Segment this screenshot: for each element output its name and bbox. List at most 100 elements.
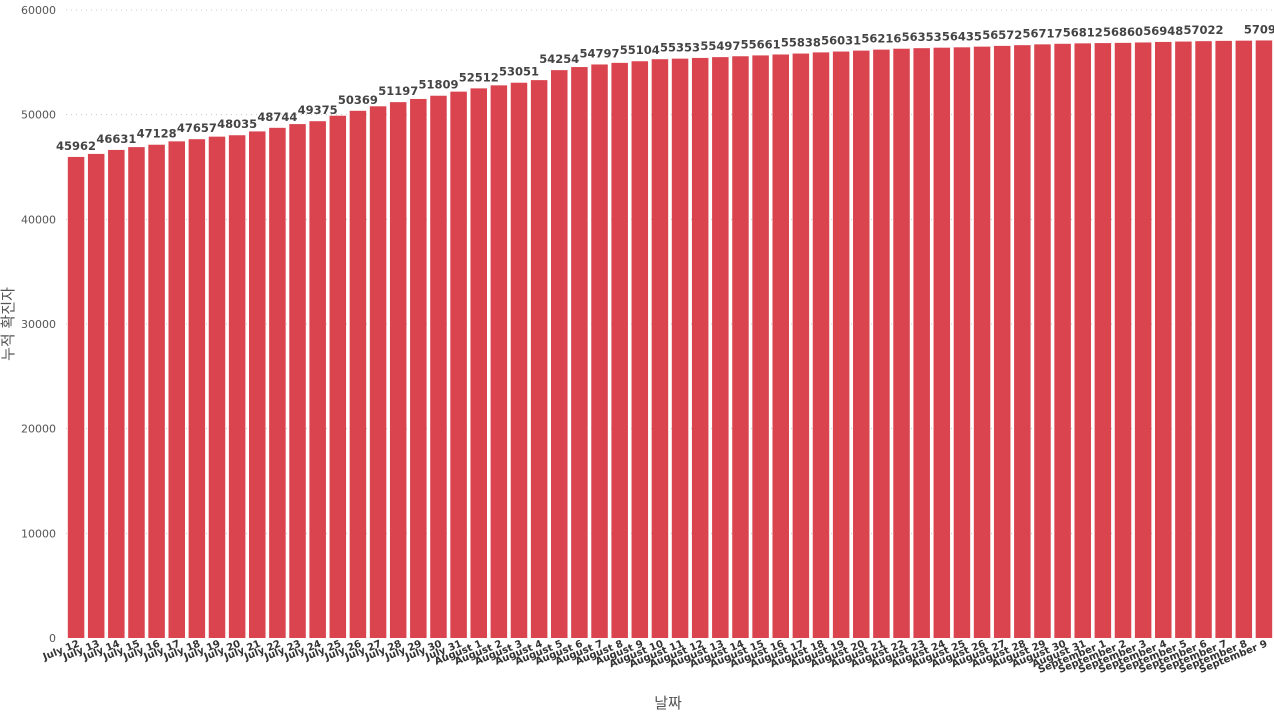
bar (953, 47, 971, 639)
data-label: 50369 (338, 93, 378, 107)
bar (792, 53, 810, 639)
y-tick-label: 10000 (21, 527, 56, 540)
bar (228, 135, 246, 638)
y-tick-label: 0 (49, 632, 56, 645)
bar (1014, 45, 1031, 639)
data-label: 56572 (982, 28, 1022, 42)
y-tick-label: 30000 (21, 318, 56, 331)
data-label: 52512 (459, 70, 499, 84)
bar (1094, 43, 1112, 639)
data-label: 55838 (781, 36, 821, 50)
bar (1175, 41, 1192, 638)
data-label: 55497 (700, 39, 740, 53)
bar (671, 58, 689, 638)
bar (993, 45, 1011, 638)
bar (470, 88, 487, 639)
bar (530, 80, 548, 639)
data-label: 51809 (418, 78, 458, 92)
bar (148, 144, 165, 638)
bar (349, 110, 367, 639)
bar (611, 62, 628, 638)
bar (772, 54, 789, 638)
bar (269, 127, 286, 638)
bar (853, 50, 870, 639)
bar (249, 131, 266, 638)
bar (128, 147, 145, 638)
data-label: 55353 (660, 41, 700, 55)
bar (591, 64, 608, 638)
bar (651, 59, 669, 638)
y-tick-label: 40000 (21, 213, 56, 226)
bar (913, 48, 930, 638)
bar (1034, 44, 1051, 639)
data-label: 56812 (1063, 25, 1103, 39)
data-label: 54797 (580, 46, 620, 60)
bar (188, 139, 206, 638)
data-label: 56216 (861, 32, 901, 46)
bar (933, 47, 951, 639)
data-label: 47657 (177, 121, 217, 135)
bar (571, 67, 588, 638)
data-label: 56948 (1143, 24, 1183, 38)
data-label: 55661 (741, 37, 781, 51)
bar (1235, 40, 1253, 638)
bar (208, 136, 226, 638)
bar (732, 56, 749, 638)
data-label: 51197 (378, 84, 418, 98)
bar (832, 51, 850, 639)
bar (1255, 40, 1273, 639)
data-label: 47128 (137, 127, 177, 141)
y-tick-label: 20000 (21, 423, 56, 436)
bar (551, 70, 568, 638)
data-label: 49375 (298, 103, 338, 117)
bar (973, 46, 991, 638)
bar (1114, 42, 1132, 638)
bar (309, 121, 326, 639)
data-label: 55104 (620, 43, 660, 57)
data-label: 46631 (96, 132, 136, 146)
bar (1074, 43, 1091, 638)
bar (510, 82, 528, 639)
bar (1195, 41, 1212, 638)
bar (369, 106, 387, 638)
data-label: 56031 (821, 34, 861, 48)
bar (490, 85, 508, 639)
bar (329, 115, 347, 639)
y-tick-label: 60000 (21, 4, 56, 17)
x-axis-title: 날짜 (654, 694, 682, 712)
bar (712, 57, 729, 638)
bar (450, 91, 467, 638)
bar (812, 52, 830, 638)
data-label: 45962 (56, 139, 96, 153)
bar (430, 95, 447, 638)
data-label: 54254 (539, 52, 579, 66)
bar (873, 49, 890, 639)
bar (389, 102, 407, 639)
data-label: 56717 (1022, 26, 1062, 40)
bar (1134, 42, 1152, 639)
bar (87, 153, 105, 638)
y-axis-title: 누적 확진자 (0, 287, 17, 361)
data-label: 57022 (1184, 23, 1224, 37)
gridlines (66, 9, 1274, 534)
bar (893, 48, 910, 638)
data-label: 53051 (499, 65, 539, 79)
y-tick-label: 50000 (21, 109, 56, 122)
data-label: 56860 (1103, 25, 1143, 39)
bar (67, 156, 85, 638)
bar (108, 149, 125, 638)
data-label: 56435 (942, 29, 982, 43)
bars (67, 40, 1273, 639)
data-label: 57091 (1244, 22, 1274, 36)
data-label: 56353 (902, 30, 942, 44)
bar (410, 98, 427, 638)
bar (752, 55, 769, 639)
bar (1155, 41, 1172, 638)
data-label: 48744 (257, 110, 297, 124)
bar (1215, 40, 1232, 639)
data-label: 48035 (217, 117, 257, 131)
